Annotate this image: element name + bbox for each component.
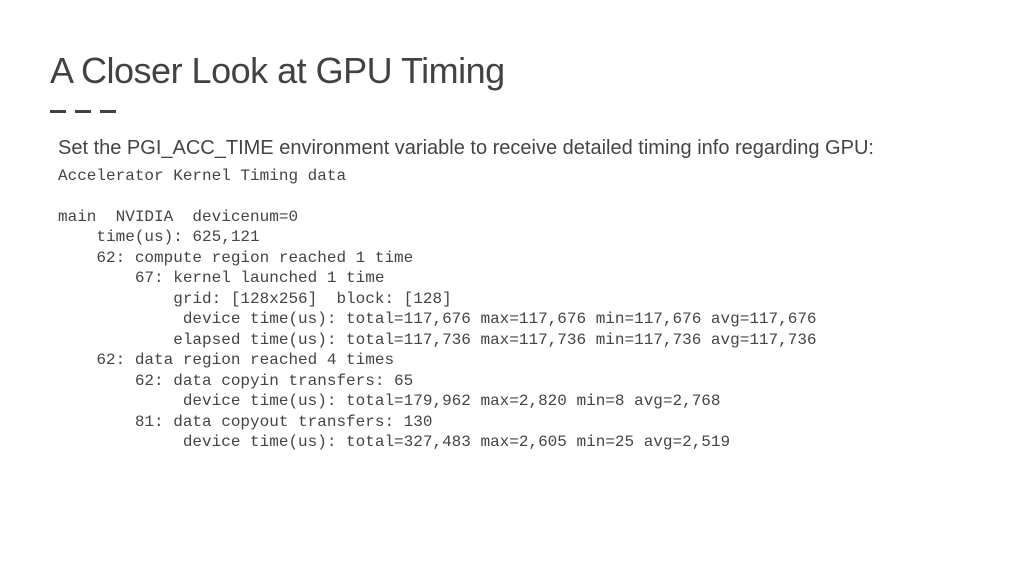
- intro-text: Set the PGI_ACC_TIME environment variabl…: [50, 135, 974, 162]
- code-block: Accelerator Kernel Timing data main NVID…: [50, 166, 974, 453]
- title-underline-dashes: [50, 110, 116, 113]
- slide-title: A Closer Look at GPU Timing: [50, 50, 974, 92]
